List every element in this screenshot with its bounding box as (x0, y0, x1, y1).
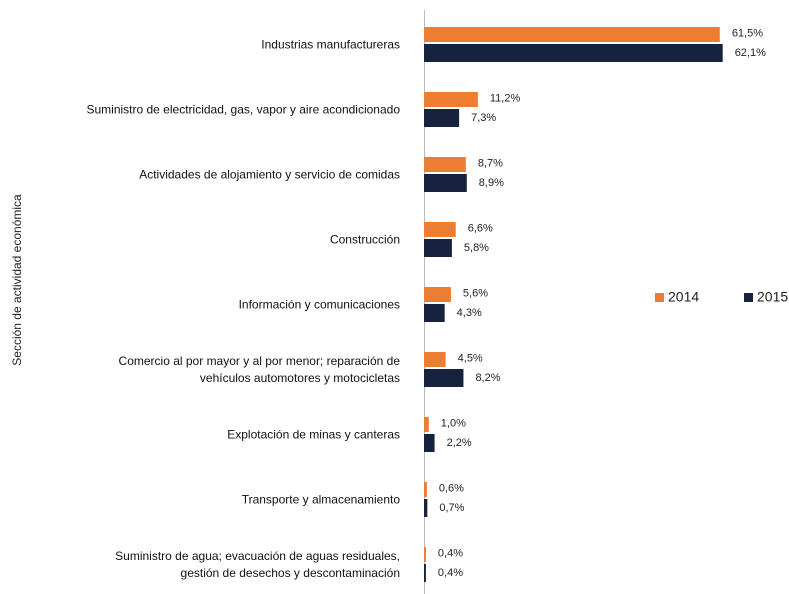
value-label: 0,7% (439, 502, 464, 514)
bar (424, 287, 451, 302)
category-label: Comercio al por mayor y al por menor; re… (118, 354, 400, 385)
legend-label: 2015 (757, 289, 788, 305)
value-label: 8,2% (475, 372, 500, 384)
bar (424, 352, 446, 367)
legend-swatch (655, 293, 664, 302)
value-label: 4,3% (457, 307, 482, 319)
value-label: 8,7% (478, 157, 503, 169)
bar (424, 434, 435, 452)
bar (424, 304, 445, 322)
bar (424, 417, 429, 432)
value-label: 0,4% (438, 567, 463, 579)
category-label: Información y comunicaciones (238, 297, 400, 312)
category-label: Suministro de electricidad, gas, vapor y… (86, 102, 400, 117)
bar (424, 499, 428, 517)
value-label: 11,2% (490, 92, 521, 104)
value-label: 61,5% (732, 27, 763, 39)
value-label: 0,4% (438, 547, 463, 559)
bar (424, 92, 478, 107)
category-label: Construcción (329, 232, 400, 247)
value-label: 5,8% (464, 242, 489, 254)
legend-label: 2014 (668, 289, 699, 305)
bar (424, 44, 723, 62)
category-label: Industrias manufactureras (261, 37, 400, 52)
bar (424, 109, 460, 127)
value-label: 62,1% (735, 47, 766, 59)
category-label: Transporte y almacenamiento (241, 492, 400, 507)
value-label: 1,0% (441, 417, 466, 429)
value-label: 0,6% (439, 482, 464, 494)
category-label: Explotación de minas y canteras (227, 427, 400, 442)
bar (424, 547, 426, 562)
legend-swatch (744, 293, 753, 302)
category-label: Suministro de agua; evacuación de aguas … (115, 549, 400, 580)
bar (424, 27, 720, 42)
bar (424, 564, 426, 582)
category-label: Actividades de alojamiento y servicio de… (139, 167, 400, 182)
bar (424, 157, 466, 172)
value-label: 5,6% (463, 287, 488, 299)
value-label: 2,2% (447, 437, 472, 449)
bar (424, 174, 467, 192)
value-label: 6,6% (468, 222, 493, 234)
bar (424, 222, 456, 237)
bar (424, 482, 427, 497)
value-label: 7,3% (471, 112, 496, 124)
value-label: 4,5% (458, 352, 483, 364)
y-axis-label: Sección de actividad económica (10, 194, 24, 366)
bar (424, 239, 452, 257)
value-label: 8,9% (479, 177, 504, 189)
bar (424, 369, 464, 387)
